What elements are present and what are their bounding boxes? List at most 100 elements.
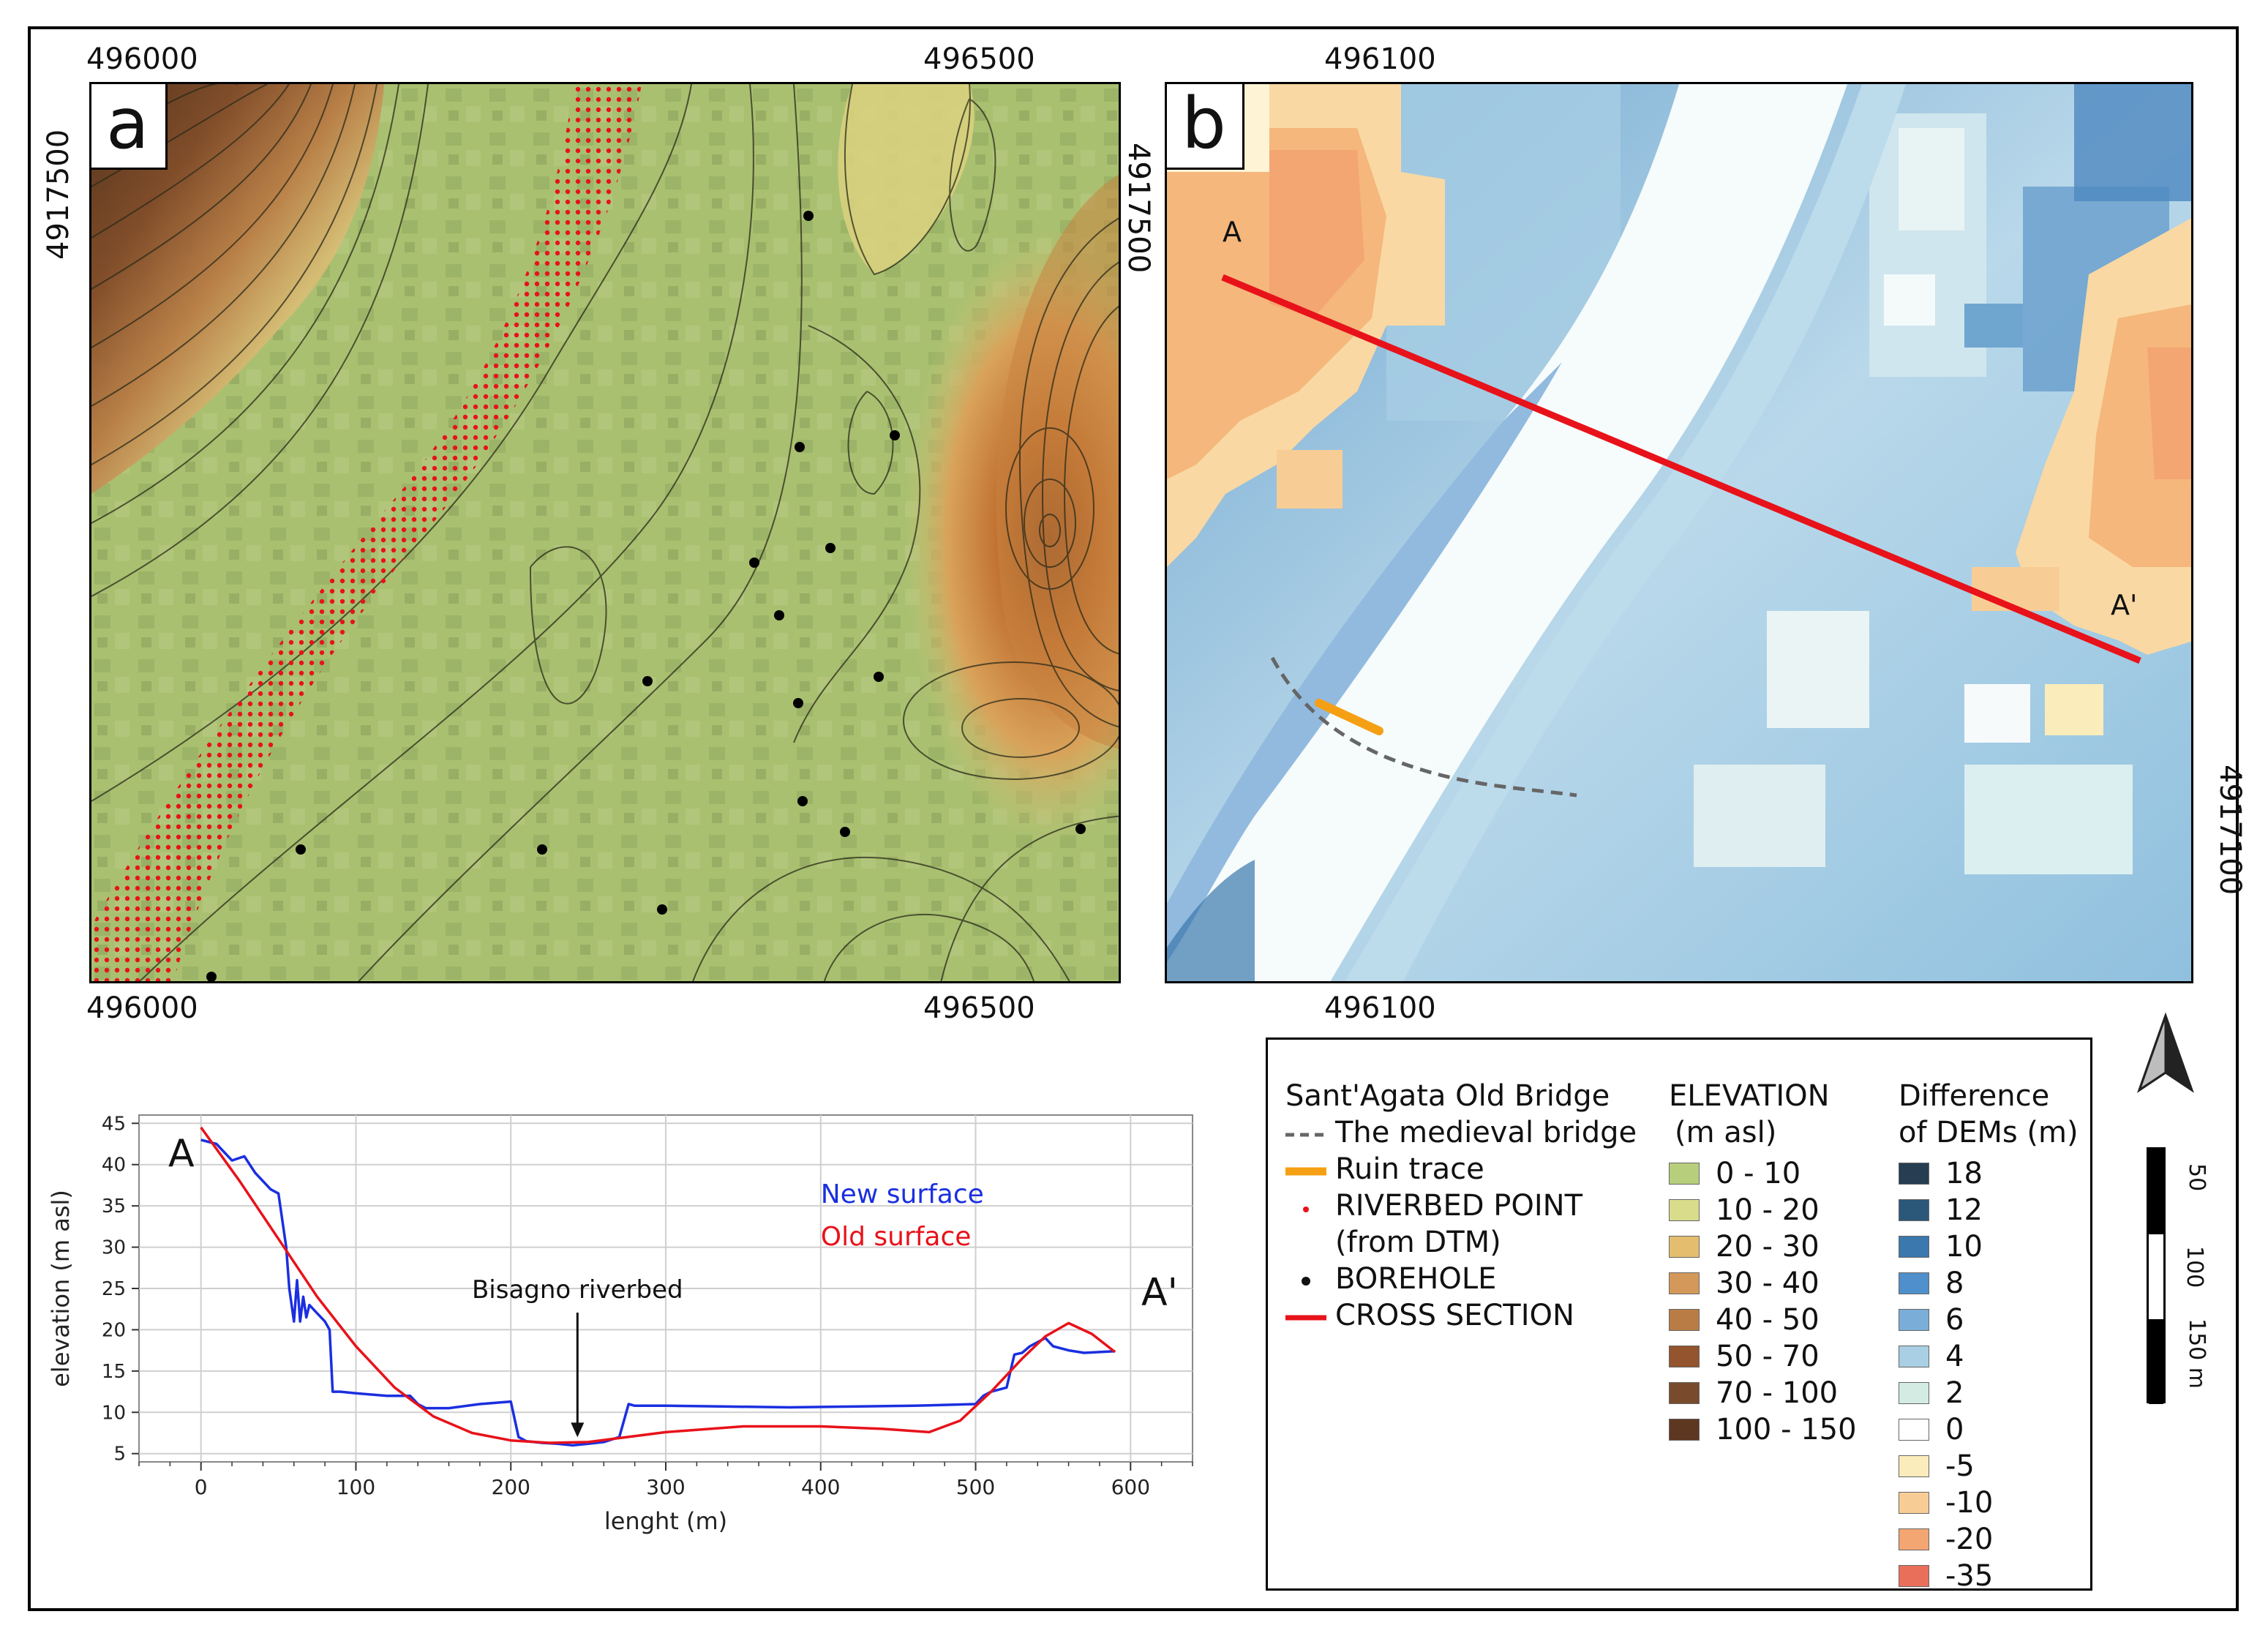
scale-bar [2147,1147,2166,1404]
scale-label-100: 100 [2182,1246,2207,1288]
elevation-class-label: 10 - 20 [1716,1193,1820,1227]
legend-riverbed-point-symbol [1303,1207,1309,1212]
y-tick-label: 5 [113,1444,126,1466]
panel-a-bottom-x-label-1: 496000 [86,991,198,1025]
legend-borehole-label: BOREHOLE [1335,1262,1497,1296]
legend-medieval-bridge-symbol [1285,1133,1329,1137]
panel-a-letter: a [91,84,168,170]
dem-diff-class-label: 2 [1945,1376,1964,1410]
dem-diff-class-label: 0 [1945,1413,1964,1446]
dem-diff-class-swatch [1899,1163,1929,1185]
medieval-bridge-trace [1270,656,1577,798]
panel-b-right-y-upper-label: 4917500 [1122,143,1155,274]
x-tick-label: 400 [801,1475,840,1499]
x-tick-label: 300 [646,1475,685,1499]
panel-a-left-y-label: 4917500 [42,129,75,260]
dem-difference-map [1167,84,2191,981]
section-start-label: A [168,1132,195,1176]
dem-diff-class-label: 6 [1945,1303,1964,1337]
elevation-class-label: 0 - 10 [1716,1157,1801,1190]
dem-diff-class-swatch [1899,1309,1929,1331]
elevation-class-swatch [1669,1163,1700,1185]
y-tick-label: 20 [102,1319,126,1341]
elevation-class-label: 50 - 70 [1716,1340,1820,1373]
elevation-class-label: 100 - 150 [1716,1413,1857,1446]
elevation-class-swatch [1669,1309,1700,1331]
scale-label-50: 50 [2184,1163,2209,1192]
cross-section-chart: 0 100 200 300 400 500 600 5 10 15 20 25 30 35 40 45 New… [47,1113,1193,1535]
elevation-class-label: 20 - 30 [1716,1230,1820,1264]
dem-diff-class-label: -5 [1945,1449,1975,1483]
legend-riverbed-point-label2: (from DTM) [1335,1226,1501,1259]
panel-a-top-x-label-2: 496500 [923,42,1035,76]
cross-section-line [1221,274,2141,664]
y-tick-label: 10 [102,1402,126,1424]
panel-a-bottom-x-label-2: 496500 [923,991,1035,1025]
elevation-class-label: 70 - 100 [1716,1376,1839,1410]
panel-a-top-x-label-1: 496000 [86,42,198,76]
x-tick-label: 600 [1111,1475,1150,1499]
chart-labels: New surface Old surface lenght (m) elevatio… [47,1132,1178,1535]
dem-diff-class-label: 10 [1945,1230,1983,1264]
legend-ruin-trace-label: Ruin trace [1335,1152,1484,1186]
x-tick-label: 500 [956,1475,995,1499]
x-axis-label: lenght (m) [604,1507,727,1535]
elevation-class-swatch [1669,1346,1700,1367]
legend-ruin-trace-symbol [1285,1167,1326,1176]
series-legend-new-surface: New surface [821,1179,984,1209]
chart-grid [138,1114,1193,1463]
dem-diff-class-label: 12 [1945,1193,1983,1227]
y-tick-label: 40 [102,1155,126,1177]
elevation-contour-map [91,84,1119,981]
legend-cross-section-symbol [1285,1315,1326,1321]
elevation-legend-title: ELEVATION [1669,1079,1830,1113]
dem-diff-class-swatch [1899,1199,1929,1221]
elevation-class-swatch [1669,1272,1700,1294]
north-arrow-icon [2137,1012,2194,1093]
dem-diff-class-label: 8 [1945,1267,1964,1300]
series-line-old-surface [200,1126,1116,1444]
annotation-bisagno-riverbed: Bisagno riverbed [472,1275,683,1305]
elevation-class-swatch [1669,1419,1700,1441]
riverbed-points [91,84,642,981]
annotation-arrow-head [571,1422,585,1438]
series-line-new-surface [200,1138,1116,1447]
x-tick-label: 200 [492,1475,530,1499]
elevation-class-label: 40 - 50 [1716,1303,1820,1337]
dem-diff-class-swatch [1899,1272,1929,1294]
y-tick-label: 15 [102,1361,126,1383]
y-axis-label: elevation (m asl) [47,1190,75,1387]
dem-diff-class-label: -35 [1945,1559,1994,1593]
panel-b-map: b A A' [1165,82,2193,983]
panel-a-map: a [89,82,1121,983]
elevation-class-swatch [1669,1236,1700,1258]
chart-series [200,1126,1116,1447]
legend-borehole-symbol [1302,1277,1310,1286]
dem-diff-class-label: 18 [1945,1157,1983,1190]
dem-diff-class-swatch [1899,1455,1929,1477]
dem-diff-class-label: 4 [1945,1340,1964,1373]
dem-diff-class-swatch [1899,1565,1929,1587]
dem-diff-legend-title: Difference [1899,1079,2050,1113]
dem-diff-legend-subtitle: of DEMs (m) [1899,1116,2079,1149]
legend-title: Sant'Agata Old Bridge [1285,1079,1610,1113]
y-tick-label: 45 [102,1113,126,1135]
y-tick-label: 30 [102,1237,126,1259]
y-tick-label: 35 [102,1196,126,1217]
dem-diff-class-swatch [1899,1346,1929,1367]
panel-b-top-x-label: 496100 [1324,42,1436,76]
panel-b-letter: b [1167,84,1244,170]
dem-diff-class-label: -20 [1945,1523,1994,1556]
panel-b-bottom-x-label: 496100 [1324,991,1436,1025]
ruin-trace [1315,699,1383,735]
x-tick-label: 0 [195,1475,208,1499]
scale-label-150: 150 m [2184,1318,2209,1389]
legend-riverbed-point-label: RIVERBED POINT [1335,1189,1583,1223]
dem-diff-class-swatch [1899,1382,1929,1404]
chart-ticks: 0 100 200 300 400 500 600 5 10 15 20 25 30 35 40 45 [102,1113,1193,1499]
section-end-label: A' [1141,1271,1178,1315]
y-tick-label: 25 [102,1278,126,1300]
legend: Sant'Agata Old Bridge The medieval bridg… [1266,1037,2092,1593]
figure-frame [28,26,2239,1611]
series-legend-old-surface: Old surface [821,1222,972,1252]
